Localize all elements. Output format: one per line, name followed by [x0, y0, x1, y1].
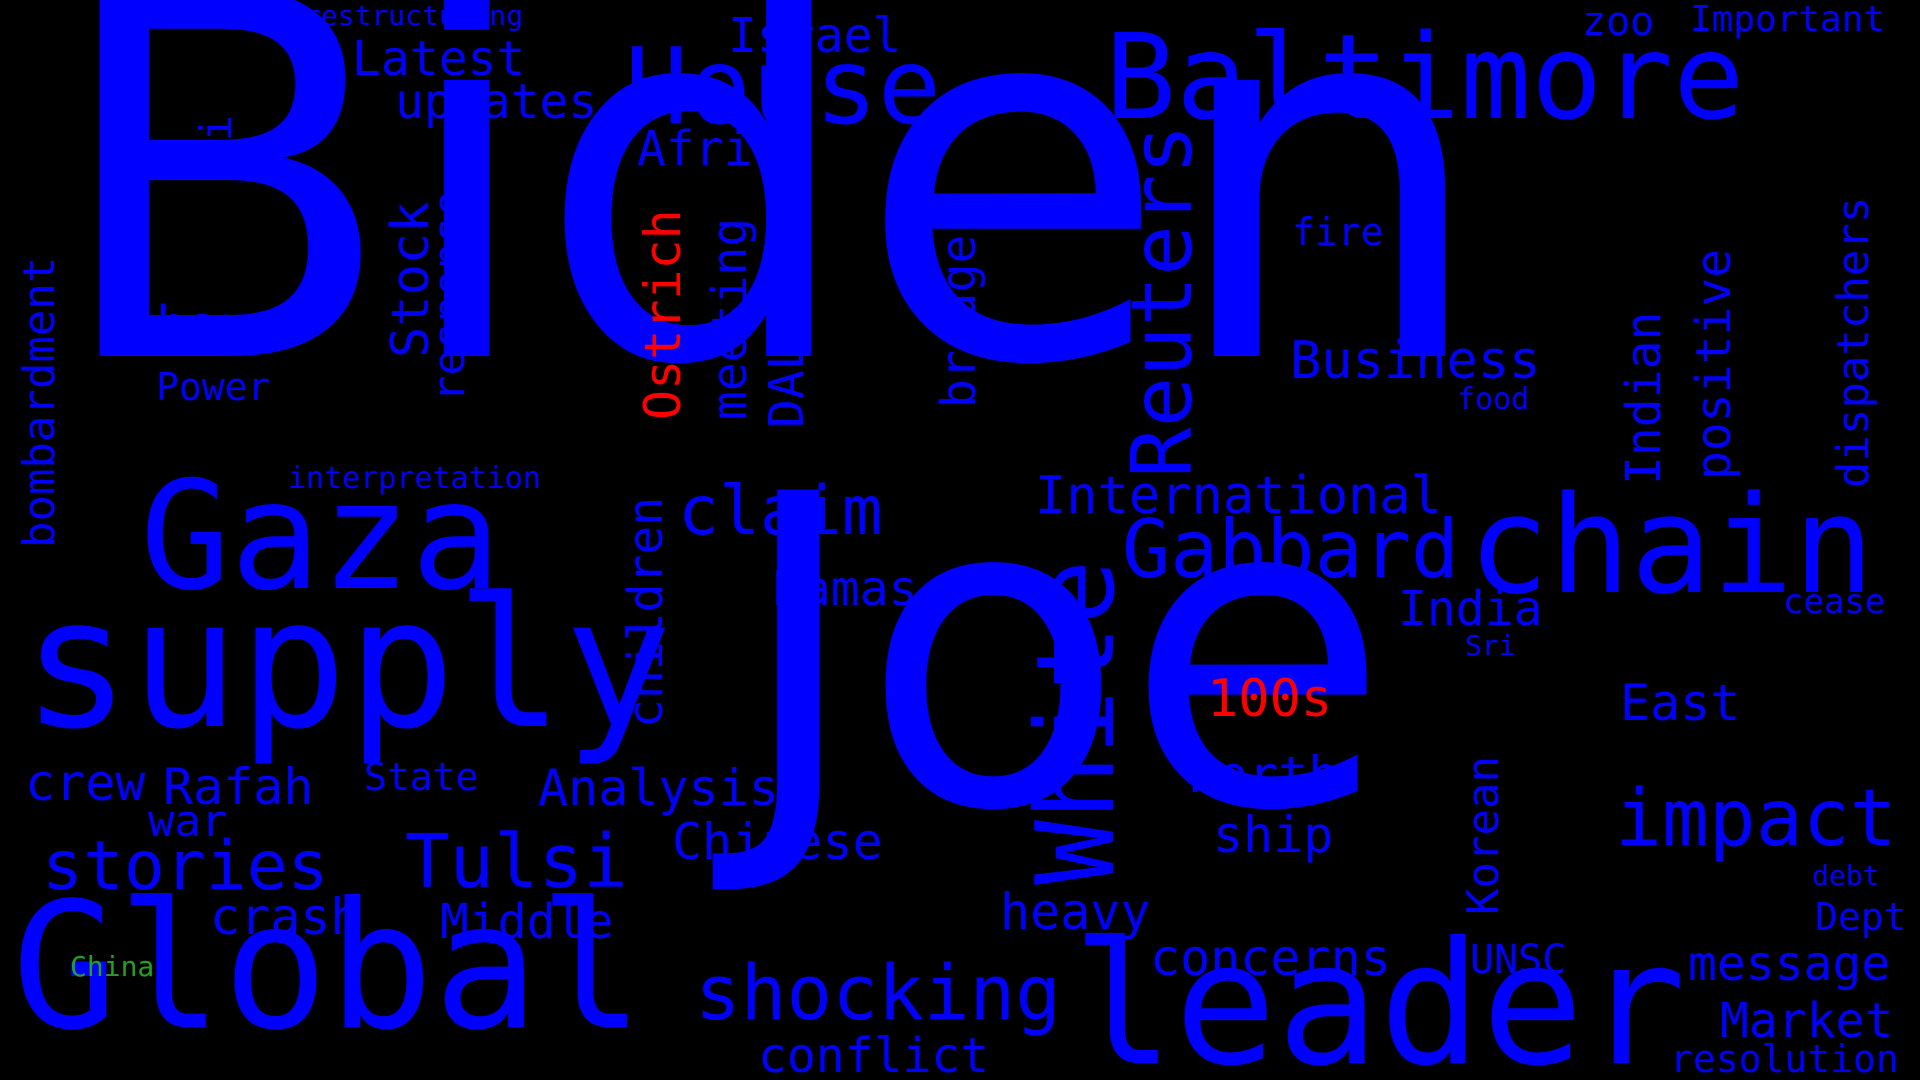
word-dept: Dept — [1815, 895, 1907, 939]
word-message: message — [1688, 936, 1891, 992]
word-hamas: Hamas — [773, 561, 918, 617]
word-india: India — [1398, 581, 1543, 637]
word-updates: updates — [395, 74, 598, 130]
word-fire: fire — [1292, 210, 1384, 254]
word-war: war — [148, 796, 228, 847]
word-east: East — [1620, 674, 1741, 732]
word-response: response — [424, 190, 475, 402]
word-ostrich: Ostrich — [634, 209, 692, 420]
word-hundreds: 100s — [1207, 669, 1333, 729]
word-bombardment: bombardment — [14, 256, 65, 548]
word-stories: stories — [42, 827, 329, 906]
word-dali: DALI — [759, 312, 815, 428]
word-lanka: Lanka — [113, 0, 198, 32]
word-food: food — [1457, 382, 1530, 417]
word-cease: cease — [1783, 582, 1886, 622]
word-biden: Biden — [50, 0, 1489, 476]
word-impact: impact — [1615, 774, 1897, 864]
word-business: Business — [1290, 331, 1541, 391]
word-middle: Middle — [440, 894, 614, 950]
word-indian: Indian — [1616, 311, 1672, 485]
word-dispatchers: dispatchers — [1828, 196, 1879, 488]
word-international: International — [1035, 466, 1442, 526]
word-israel: Israel — [728, 8, 902, 64]
word-restructuring: restructuring — [304, 0, 524, 32]
word-shocking: shocking — [695, 948, 1062, 1037]
word-conflict: conflict — [758, 1028, 990, 1080]
word-house: House — [625, 26, 942, 148]
word-interpretation: interpretation — [288, 461, 541, 496]
word-hour: hour — [156, 296, 282, 356]
word-resolution: resolution — [1670, 1037, 1899, 1080]
word-crew: crew — [25, 754, 146, 812]
word-gaza: Gaza — [140, 450, 502, 624]
word-supply: supply — [22, 560, 673, 769]
word-rafah: Rafah — [163, 758, 314, 816]
word-children: children — [618, 496, 674, 728]
word-tulsi: Tulsi — [405, 819, 628, 905]
word-market: Market — [1720, 993, 1894, 1049]
word-debt: debt — [1812, 859, 1880, 892]
word-xi: Xi — [191, 115, 242, 168]
word-crash: crash — [210, 888, 361, 946]
word-reuters: Reuters — [1113, 123, 1211, 478]
word-meeting: meeting — [702, 217, 758, 420]
word-unsc: UNSC — [1470, 937, 1567, 983]
word-bridge: bridge — [931, 234, 987, 408]
word-chinese: Chinese — [672, 813, 883, 871]
word-gabbard: Gabbard — [1122, 503, 1460, 596]
word-power: Power — [156, 365, 271, 409]
word-state: State — [364, 755, 479, 799]
word-latest: Latest — [352, 31, 526, 87]
word-china: China — [70, 950, 155, 983]
word-chain: chain — [1468, 467, 1875, 624]
word-sri: Sri — [1465, 629, 1516, 662]
word-global: Global — [12, 866, 645, 1069]
word-ship: ship — [1213, 806, 1334, 864]
word-zoo: zoo — [1582, 0, 1655, 45]
word-important: Important — [1690, 0, 1886, 40]
word-white: White — [1014, 559, 1139, 885]
word-korean: Korean — [1458, 756, 1509, 915]
word-heavy: heavy — [1000, 883, 1151, 941]
word-concerns: concerns — [1150, 929, 1391, 987]
word-africa: Africa — [637, 121, 811, 177]
word-baltimore: Baltimore — [1105, 8, 1745, 146]
word-analysis: Analysis — [538, 759, 779, 817]
word-claim: claim — [678, 472, 883, 551]
word-leader: leader — [1072, 906, 1687, 1080]
word-joe: Joe — [735, 405, 1390, 905]
word-positive: positive — [1686, 248, 1742, 480]
word-north: north — [1188, 746, 1339, 804]
